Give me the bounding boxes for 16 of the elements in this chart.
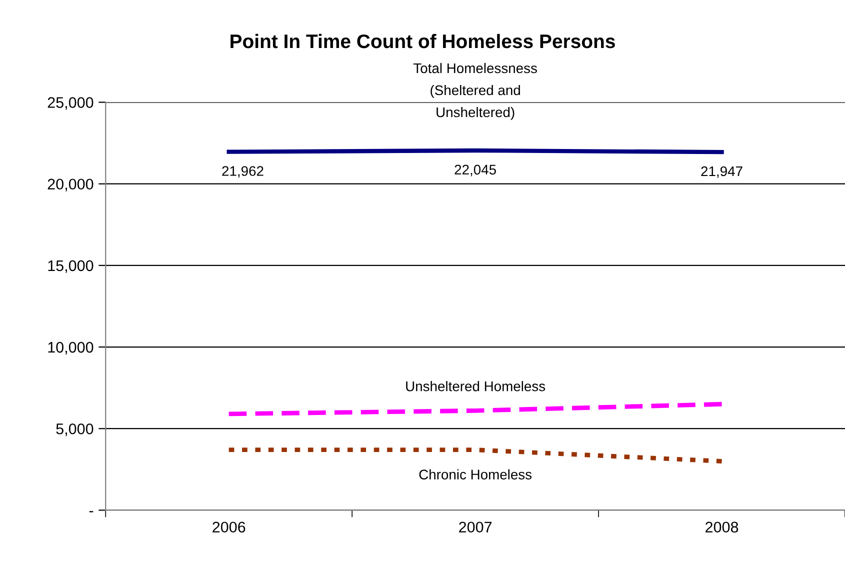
y-tick-label: - [89, 511, 94, 512]
y-tick-label: 5,000 [56, 423, 94, 436]
x-tick-label: 2008 [706, 522, 738, 533]
y-tick-label: 15,000 [48, 260, 94, 273]
y-tick-label: 25,000 [48, 97, 94, 110]
data-label: 22,045 [454, 164, 496, 176]
y-tick-label: 20,000 [48, 178, 94, 192]
series-label: Chronic Homeless [419, 469, 532, 480]
chart-title: Point In Time Count of Homeless Persons [230, 34, 615, 48]
x-tick-label: 2007 [459, 522, 492, 533]
x-tick-label: 2006 [212, 522, 246, 533]
data-label: 21,962 [222, 166, 264, 178]
data-label: 21,947 [701, 166, 742, 178]
series-label: Unsheltered Homeless [406, 381, 546, 392]
y-tick-label: 10,000 [48, 342, 94, 355]
text: Total Homelessness (Sheltered and Unsheltered) [413, 62, 537, 120]
